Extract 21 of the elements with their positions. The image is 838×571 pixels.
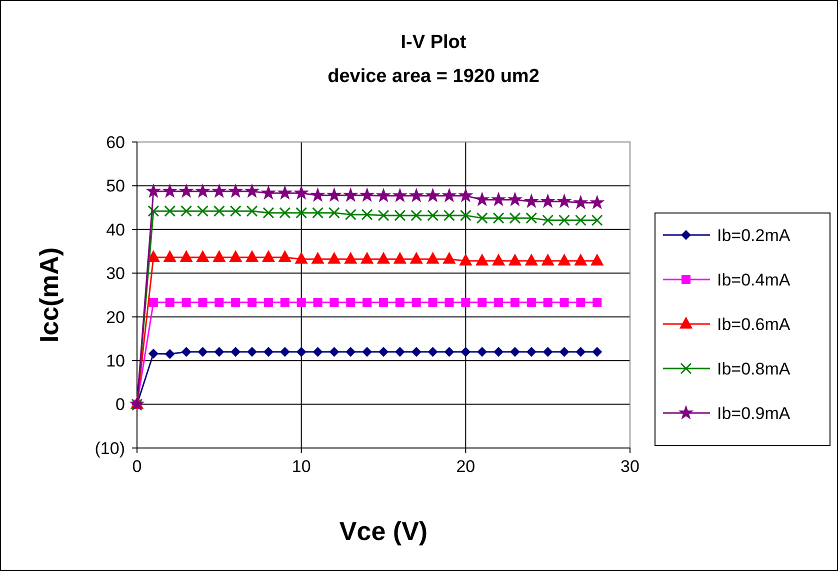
x-tick-label: 10	[292, 457, 311, 476]
legend-label: Ib=0.6mA	[717, 314, 791, 334]
x-tick-label: 20	[456, 457, 476, 476]
y-axis-title: Icc(mA)	[34, 247, 64, 343]
legend-label: Ib=0.2mA	[717, 226, 791, 245]
y-tick-label: 0	[116, 395, 125, 414]
y-tick-label: 30	[106, 264, 125, 284]
y-tick-label: 40	[106, 220, 125, 240]
y-tick-label: (10)	[94, 438, 125, 458]
x-axis-title: Vce (V)	[339, 516, 428, 546]
x-tick-label: 30	[620, 457, 640, 476]
y-tick-label: 10	[106, 352, 125, 371]
y-tick-label: 50	[106, 176, 125, 196]
y-tick-label: 20	[106, 308, 125, 327]
chart-subtitle: device area = 1920 um2	[328, 66, 540, 87]
legend-label: Ib=0.4mA	[717, 270, 791, 290]
chart-title: I-V Plot	[400, 32, 467, 53]
legend-label: Ib=0.8mA	[717, 359, 791, 378]
legend-label: Ib=0.9mA	[717, 404, 791, 423]
x-tick-label: 0	[132, 457, 142, 476]
y-tick-label: 60	[106, 132, 125, 152]
